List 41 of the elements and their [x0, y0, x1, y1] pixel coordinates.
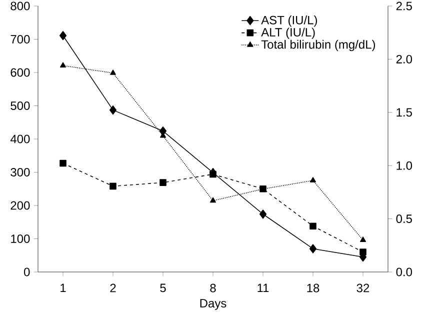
y-tick-label: 800	[10, 2, 30, 10]
point	[60, 160, 66, 167]
x-tick-label: 8	[210, 284, 216, 292]
point	[259, 210, 267, 219]
point	[110, 182, 116, 190]
y2-tick-label: 2.5	[396, 2, 412, 10]
point	[109, 105, 117, 115]
y-tick-label: 200	[10, 201, 30, 210]
y2-tick-label: 1.0	[396, 161, 412, 170]
point	[309, 244, 317, 254]
point	[59, 30, 67, 40]
legend-label: Total bilirubin (mg/dL)	[261, 40, 376, 52]
y-tick-label: 100	[11, 234, 30, 243]
point	[60, 62, 66, 68]
legend-label: ALT (IU/L)	[261, 28, 315, 39]
y-tick-label: 500	[10, 102, 30, 110]
y-tick-label: 600	[10, 68, 30, 77]
y-tick-label: 400	[10, 134, 30, 144]
y-tick-label: 300	[10, 168, 30, 176]
point	[210, 170, 216, 178]
y2-tick-label: 1.5	[396, 108, 412, 117]
point	[160, 179, 166, 186]
legend-label: AST (IU/L)	[261, 16, 317, 27]
y2-tick-label: 0.0	[396, 268, 412, 276]
y2-tick-label: 0.5	[396, 214, 412, 224]
y2-tick-label: 2.0	[396, 54, 412, 64]
point	[310, 177, 316, 182]
x-tick-label: 32	[356, 284, 370, 292]
point	[110, 70, 116, 75]
point	[210, 197, 216, 203]
x-tick-label: 2	[110, 284, 116, 292]
x-tick-label: 1	[60, 284, 66, 292]
y-tick-label: 700	[10, 35, 30, 44]
x-tick-label: 11	[258, 284, 269, 292]
point	[360, 236, 366, 242]
x-tick-label: 5	[160, 284, 166, 292]
x-axis-title: Days	[200, 299, 226, 310]
point	[310, 222, 316, 230]
x-tick-label: 18	[307, 284, 320, 292]
point	[360, 248, 366, 256]
y-tick-label: 0	[24, 268, 30, 276]
